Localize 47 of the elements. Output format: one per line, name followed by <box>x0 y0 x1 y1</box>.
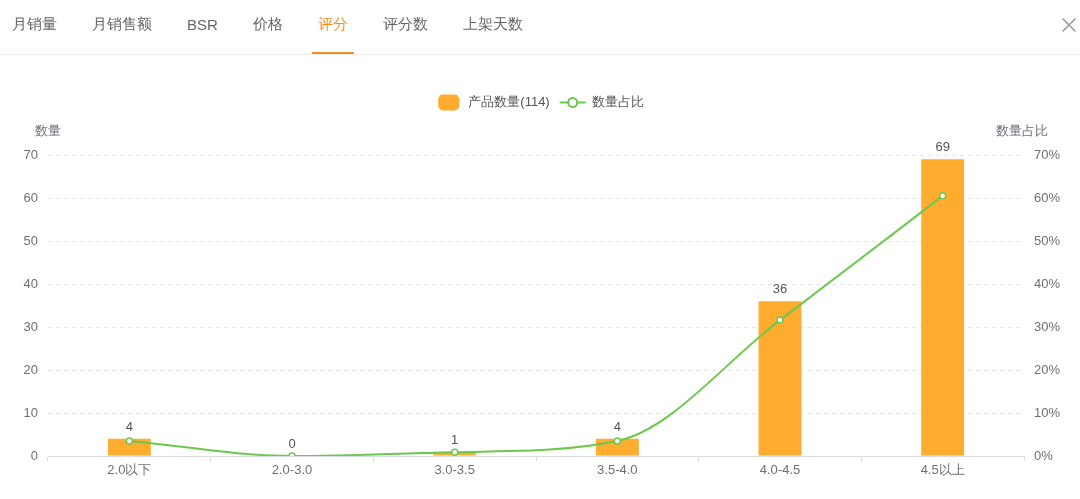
y2-tick-label: 10% <box>1034 404 1061 420</box>
x-tick-label: 2.0-3.0 <box>271 462 313 478</box>
data-label: 4 <box>613 418 621 434</box>
text: 评分 <box>317 14 348 34</box>
y-axis-title: 数量 <box>35 122 61 138</box>
text: BSR <box>187 15 218 33</box>
y-tick-label: 60 <box>23 189 38 205</box>
data-label: 1 <box>451 431 459 447</box>
point <box>613 437 622 445</box>
y-tick-label: 10 <box>23 404 38 420</box>
data-label: 0 <box>288 436 296 452</box>
y2-tick-label: 30% <box>1034 318 1061 334</box>
x-tick-label: 3.0-3.5 <box>434 462 475 478</box>
data-label: 36 <box>772 281 788 297</box>
text: 月销售额 <box>92 14 152 34</box>
x-tick-label: 2.0以下 <box>107 462 152 478</box>
data-label: 69 <box>935 139 950 155</box>
bar <box>921 159 965 456</box>
y2-tick-label: 70% <box>1034 146 1061 162</box>
point <box>938 192 947 200</box>
y2-tick-label: 50% <box>1034 232 1061 248</box>
y2-tick-label: 40% <box>1034 275 1061 291</box>
legend-label: 数量占比 <box>592 94 645 110</box>
point <box>776 316 784 324</box>
y2-tick-label: 60% <box>1034 189 1061 205</box>
y-tick-label: 50 <box>23 232 38 248</box>
y-tick-label: 40 <box>23 275 38 291</box>
y-tick-label: 70 <box>23 146 38 162</box>
x-tick-label: 3.5-4.0 <box>597 462 638 478</box>
text: 月销量 <box>12 14 57 34</box>
y2-tick-label: 20% <box>1034 361 1061 377</box>
legend-label: 产品数量(114) <box>468 94 550 110</box>
text: 价格 <box>252 14 283 34</box>
bar <box>758 301 802 456</box>
y-tick-label: 30 <box>23 318 38 334</box>
bar <box>107 438 151 456</box>
y-tick-label: 0 <box>30 447 38 463</box>
x-tick-label: 4.5以上 <box>920 462 965 478</box>
text: 评分数 <box>382 14 428 34</box>
data-label: 4 <box>125 418 133 434</box>
y-tick-label: 20 <box>23 361 38 377</box>
x-tick-label: 4.0-4.5 <box>759 462 801 478</box>
point <box>125 437 134 445</box>
y2-axis-title: 数量占比 <box>996 122 1048 138</box>
point <box>450 448 459 456</box>
y2-tick-label: 0% <box>1034 447 1054 463</box>
text: 上架天数 <box>462 14 523 34</box>
